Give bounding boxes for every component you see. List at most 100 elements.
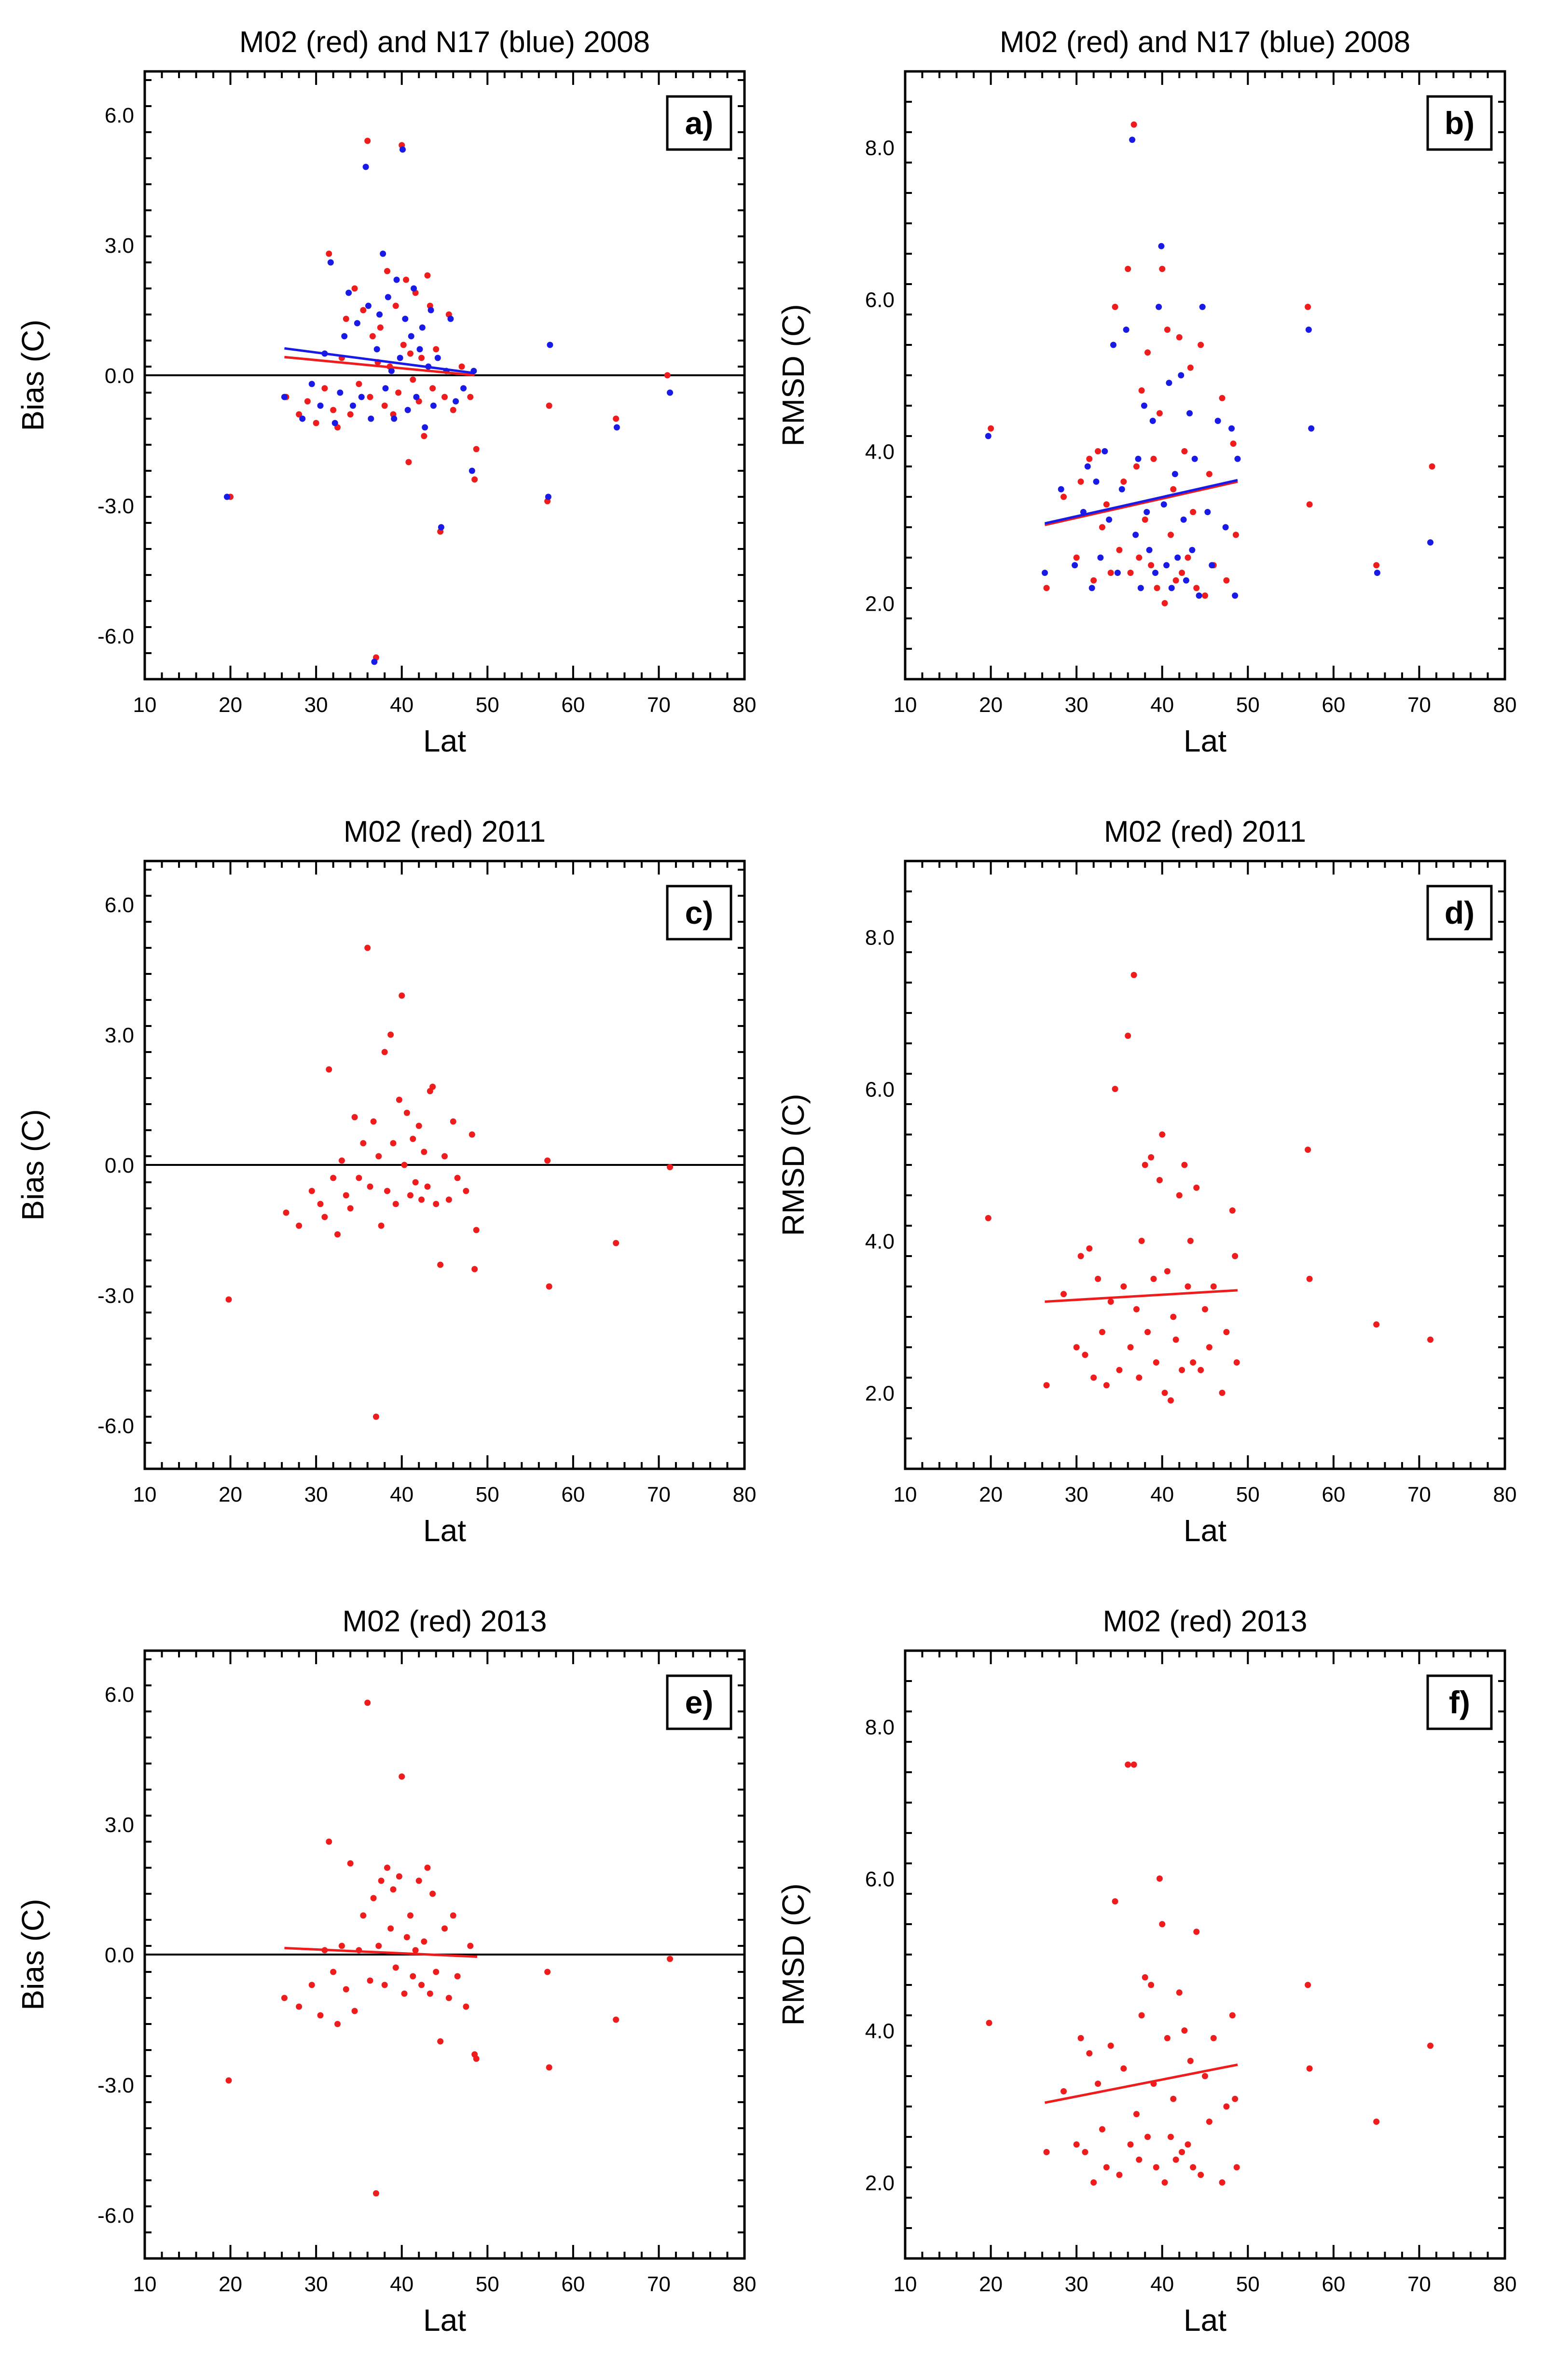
data-point	[1146, 547, 1153, 553]
data-point	[1427, 1336, 1434, 1343]
data-point	[1229, 2012, 1236, 2019]
data-point	[613, 424, 620, 431]
data-point	[1206, 1344, 1212, 1351]
data-point	[1082, 1352, 1088, 1358]
data-point	[1232, 2095, 1239, 2102]
data-point	[296, 1222, 303, 1229]
data-point	[421, 1938, 427, 1945]
data-point	[1373, 2119, 1380, 2125]
data-point	[1172, 577, 1179, 584]
data-point	[416, 346, 423, 353]
data-point	[1202, 592, 1208, 599]
data-point	[433, 346, 440, 353]
x-tick-label: 60	[1322, 1483, 1345, 1506]
data-point	[1138, 1238, 1145, 1244]
data-point	[378, 1222, 385, 1229]
data-point	[1135, 455, 1142, 462]
x-tick-label: 80	[733, 1483, 757, 1506]
data-point	[1176, 1192, 1183, 1199]
x-tick-label: 10	[894, 1483, 917, 1506]
data-point	[1133, 1306, 1140, 1313]
y-axis-label: Bias (C)	[15, 1899, 50, 2010]
data-point	[400, 342, 407, 348]
data-point	[460, 385, 467, 392]
data-point	[1133, 463, 1140, 470]
data-point	[1223, 577, 1230, 584]
fit-line-m02	[284, 356, 475, 377]
data-point	[463, 2003, 469, 2010]
data-point	[367, 1977, 373, 1984]
x-tick-label: 40	[390, 1483, 413, 1506]
data-point	[1161, 2179, 1168, 2186]
data-point	[415, 1122, 422, 1129]
y-tick-label: 8.0	[865, 1716, 895, 1739]
x-tick-label: 40	[390, 693, 413, 717]
data-point	[351, 285, 358, 292]
data-point	[223, 493, 230, 500]
data-point	[1136, 1374, 1143, 1381]
data-point	[1132, 532, 1139, 538]
data-point	[334, 1231, 341, 1238]
data-point	[1306, 2065, 1313, 2072]
series-n17	[223, 146, 674, 665]
data-point	[1144, 1329, 1151, 1335]
data-point	[1120, 2065, 1127, 2072]
data-point	[1305, 1147, 1311, 1153]
data-point	[408, 333, 414, 340]
data-point	[375, 1942, 382, 1949]
data-point	[1159, 1131, 1166, 1138]
data-point	[1143, 509, 1150, 515]
data-point	[360, 1912, 367, 1919]
data-point	[1082, 2149, 1088, 2155]
y-tick-label: 2.0	[865, 1382, 895, 1406]
data-point	[1127, 1344, 1134, 1351]
data-point	[1138, 387, 1145, 394]
x-tick-label: 80	[1493, 2272, 1517, 2296]
panel-title: M02 (red) and N17 (blue) 2008	[239, 26, 650, 59]
data-point	[1058, 486, 1064, 492]
x-axis-label: Lat	[423, 724, 466, 758]
data-point	[313, 420, 319, 426]
data-point	[1130, 1761, 1137, 1768]
x-tick-label: 70	[647, 2272, 671, 2296]
data-point	[368, 415, 374, 422]
data-point	[1077, 2035, 1084, 2041]
data-point	[1171, 471, 1178, 478]
data-point	[317, 1201, 324, 1207]
data-point	[421, 433, 427, 439]
data-point	[1120, 1283, 1127, 1290]
panel-tag: e)	[685, 1684, 714, 1720]
plot-frame	[904, 860, 1506, 1470]
data-point	[410, 376, 416, 383]
data-point	[356, 381, 362, 387]
x-tick-label: 30	[1065, 1483, 1088, 1506]
data-point	[421, 1149, 427, 1155]
data-point	[380, 250, 386, 257]
y-tick-label: -6.0	[97, 625, 134, 648]
data-point	[1229, 1207, 1236, 1214]
data-point	[338, 1157, 345, 1164]
data-point	[1223, 1329, 1230, 1335]
panel-e: M02 (red) 2013 10 20 30 40 50 60 70 80 -6.0 -3.0 0.…	[15, 1605, 756, 2338]
data-point	[438, 524, 444, 531]
data-point	[331, 420, 338, 426]
data-point	[1114, 570, 1121, 576]
data-point	[299, 415, 306, 422]
data-point	[392, 1964, 399, 1971]
data-point	[370, 1895, 377, 1901]
data-point	[429, 1890, 436, 1897]
y-tick-label: 2.0	[865, 592, 895, 616]
data-point	[447, 315, 454, 322]
data-point	[308, 1982, 315, 1988]
panel-tag: c)	[685, 895, 714, 930]
data-point	[1123, 327, 1130, 333]
x-tick-label: 10	[894, 693, 917, 717]
data-point	[985, 1215, 992, 1221]
panel-title: M02 (red) and N17 (blue) 2008	[1000, 26, 1410, 59]
data-point	[1153, 2164, 1159, 2171]
data-point	[365, 302, 372, 309]
data-point	[1077, 1253, 1084, 1259]
data-point	[1086, 455, 1093, 462]
data-point	[1172, 2156, 1179, 2163]
panel-a: M02 (red) and N17 (blue) 2008 10 20 30 40 50 6…	[15, 26, 756, 758]
